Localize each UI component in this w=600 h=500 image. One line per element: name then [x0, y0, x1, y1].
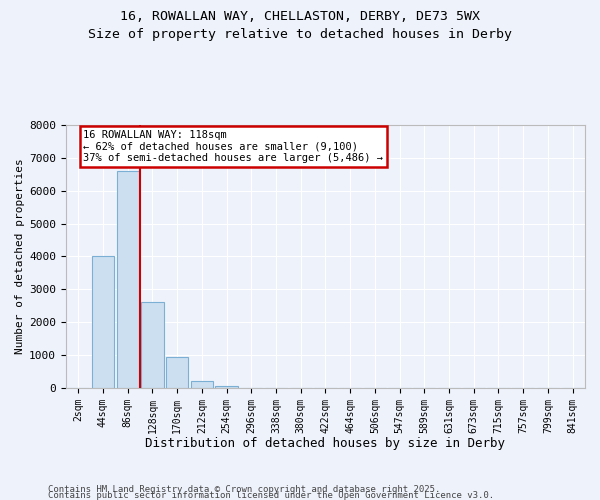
- Text: Contains public sector information licensed under the Open Government Licence v3: Contains public sector information licen…: [48, 491, 494, 500]
- Bar: [116, 171, 139, 388]
- Bar: [141, 302, 164, 388]
- Bar: [166, 356, 188, 388]
- Text: Contains HM Land Registry data © Crown copyright and database right 2025.: Contains HM Land Registry data © Crown c…: [48, 484, 440, 494]
- Bar: [92, 256, 114, 388]
- Bar: [191, 382, 213, 388]
- Text: 16 ROWALLAN WAY: 118sqm
← 62% of detached houses are smaller (9,100)
37% of semi: 16 ROWALLAN WAY: 118sqm ← 62% of detache…: [83, 130, 383, 163]
- Y-axis label: Number of detached properties: Number of detached properties: [15, 158, 25, 354]
- X-axis label: Distribution of detached houses by size in Derby: Distribution of detached houses by size …: [145, 437, 505, 450]
- Bar: [215, 386, 238, 388]
- Text: 16, ROWALLAN WAY, CHELLASTON, DERBY, DE73 5WX
Size of property relative to detac: 16, ROWALLAN WAY, CHELLASTON, DERBY, DE7…: [88, 10, 512, 41]
